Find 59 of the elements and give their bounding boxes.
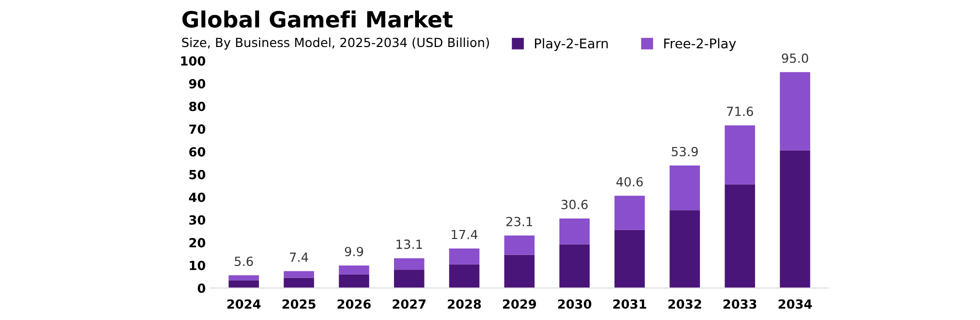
- total-label: 30.6: [562, 200, 588, 210]
- total-label: 95.0: [782, 53, 808, 63]
- y-tick-label: 70: [189, 124, 206, 134]
- total-label: 40.6: [616, 177, 643, 187]
- x-tick-label: 2033: [723, 299, 756, 309]
- bar: [394, 270, 424, 288]
- bar: [724, 184, 756, 288]
- bar: [504, 254, 535, 288]
- x-tick-label: 2029: [502, 299, 536, 309]
- x-tick-label: 2030: [558, 299, 592, 309]
- bar: [614, 230, 645, 288]
- y-tick-label: 10: [190, 260, 206, 270]
- bar: [780, 150, 810, 288]
- bar: [284, 271, 314, 278]
- total-label: 53.9: [672, 146, 698, 156]
- bar: [338, 274, 370, 288]
- total-label: 23.1: [506, 216, 532, 226]
- bar: [614, 196, 645, 230]
- x-tick-label: 2031: [613, 299, 646, 309]
- legend-label: Free-2-Play: [664, 38, 736, 51]
- total-label: 17.4: [452, 230, 478, 240]
- chart-title: Global Gamefi Market: [182, 10, 453, 28]
- bar: [228, 280, 259, 288]
- legend-label: Play-2-Earn: [534, 38, 608, 51]
- x-tick-label: 2027: [392, 299, 426, 309]
- bar: [780, 72, 810, 150]
- total-label: 13.1: [396, 240, 422, 249]
- x-tick-label: 2034: [778, 299, 812, 309]
- bar: [670, 210, 700, 288]
- bar: [228, 275, 259, 280]
- x-tick-label: 2028: [448, 299, 481, 309]
- bar: [284, 278, 314, 288]
- y-tick-label: 40: [189, 192, 206, 202]
- y-tick-label: 30: [189, 215, 206, 225]
- bar: [338, 266, 370, 274]
- y-tick-label: 50: [189, 170, 206, 180]
- total-label: 7.4: [290, 252, 308, 262]
- total-label: 71.6: [727, 106, 754, 116]
- y-tick-label: 0: [198, 283, 206, 293]
- bar: [559, 244, 590, 288]
- y-tick-label: 20: [189, 238, 206, 248]
- bar: [394, 258, 424, 270]
- bar: [724, 125, 756, 184]
- total-label: 5.6: [234, 256, 253, 266]
- bar: [449, 264, 480, 288]
- bar: [449, 248, 480, 264]
- bar: [559, 218, 590, 244]
- chart-subtitle: Size, By Business Model, 2025-2034 (USD Billion): [182, 38, 489, 50]
- x-tick-label: 2026: [338, 299, 371, 309]
- bar: [504, 236, 535, 255]
- total-label: 9.9: [344, 246, 364, 256]
- y-tick-label: 90: [189, 78, 206, 88]
- y-tick-label: 60: [189, 147, 206, 157]
- x-tick-label: 2032: [668, 299, 702, 309]
- bar: [670, 166, 700, 210]
- x-tick-label: 2024: [227, 299, 261, 309]
- y-tick-label: 100: [181, 56, 206, 66]
- x-tick-label: 2025: [282, 299, 316, 309]
- y-tick-label: 80: [189, 102, 206, 112]
